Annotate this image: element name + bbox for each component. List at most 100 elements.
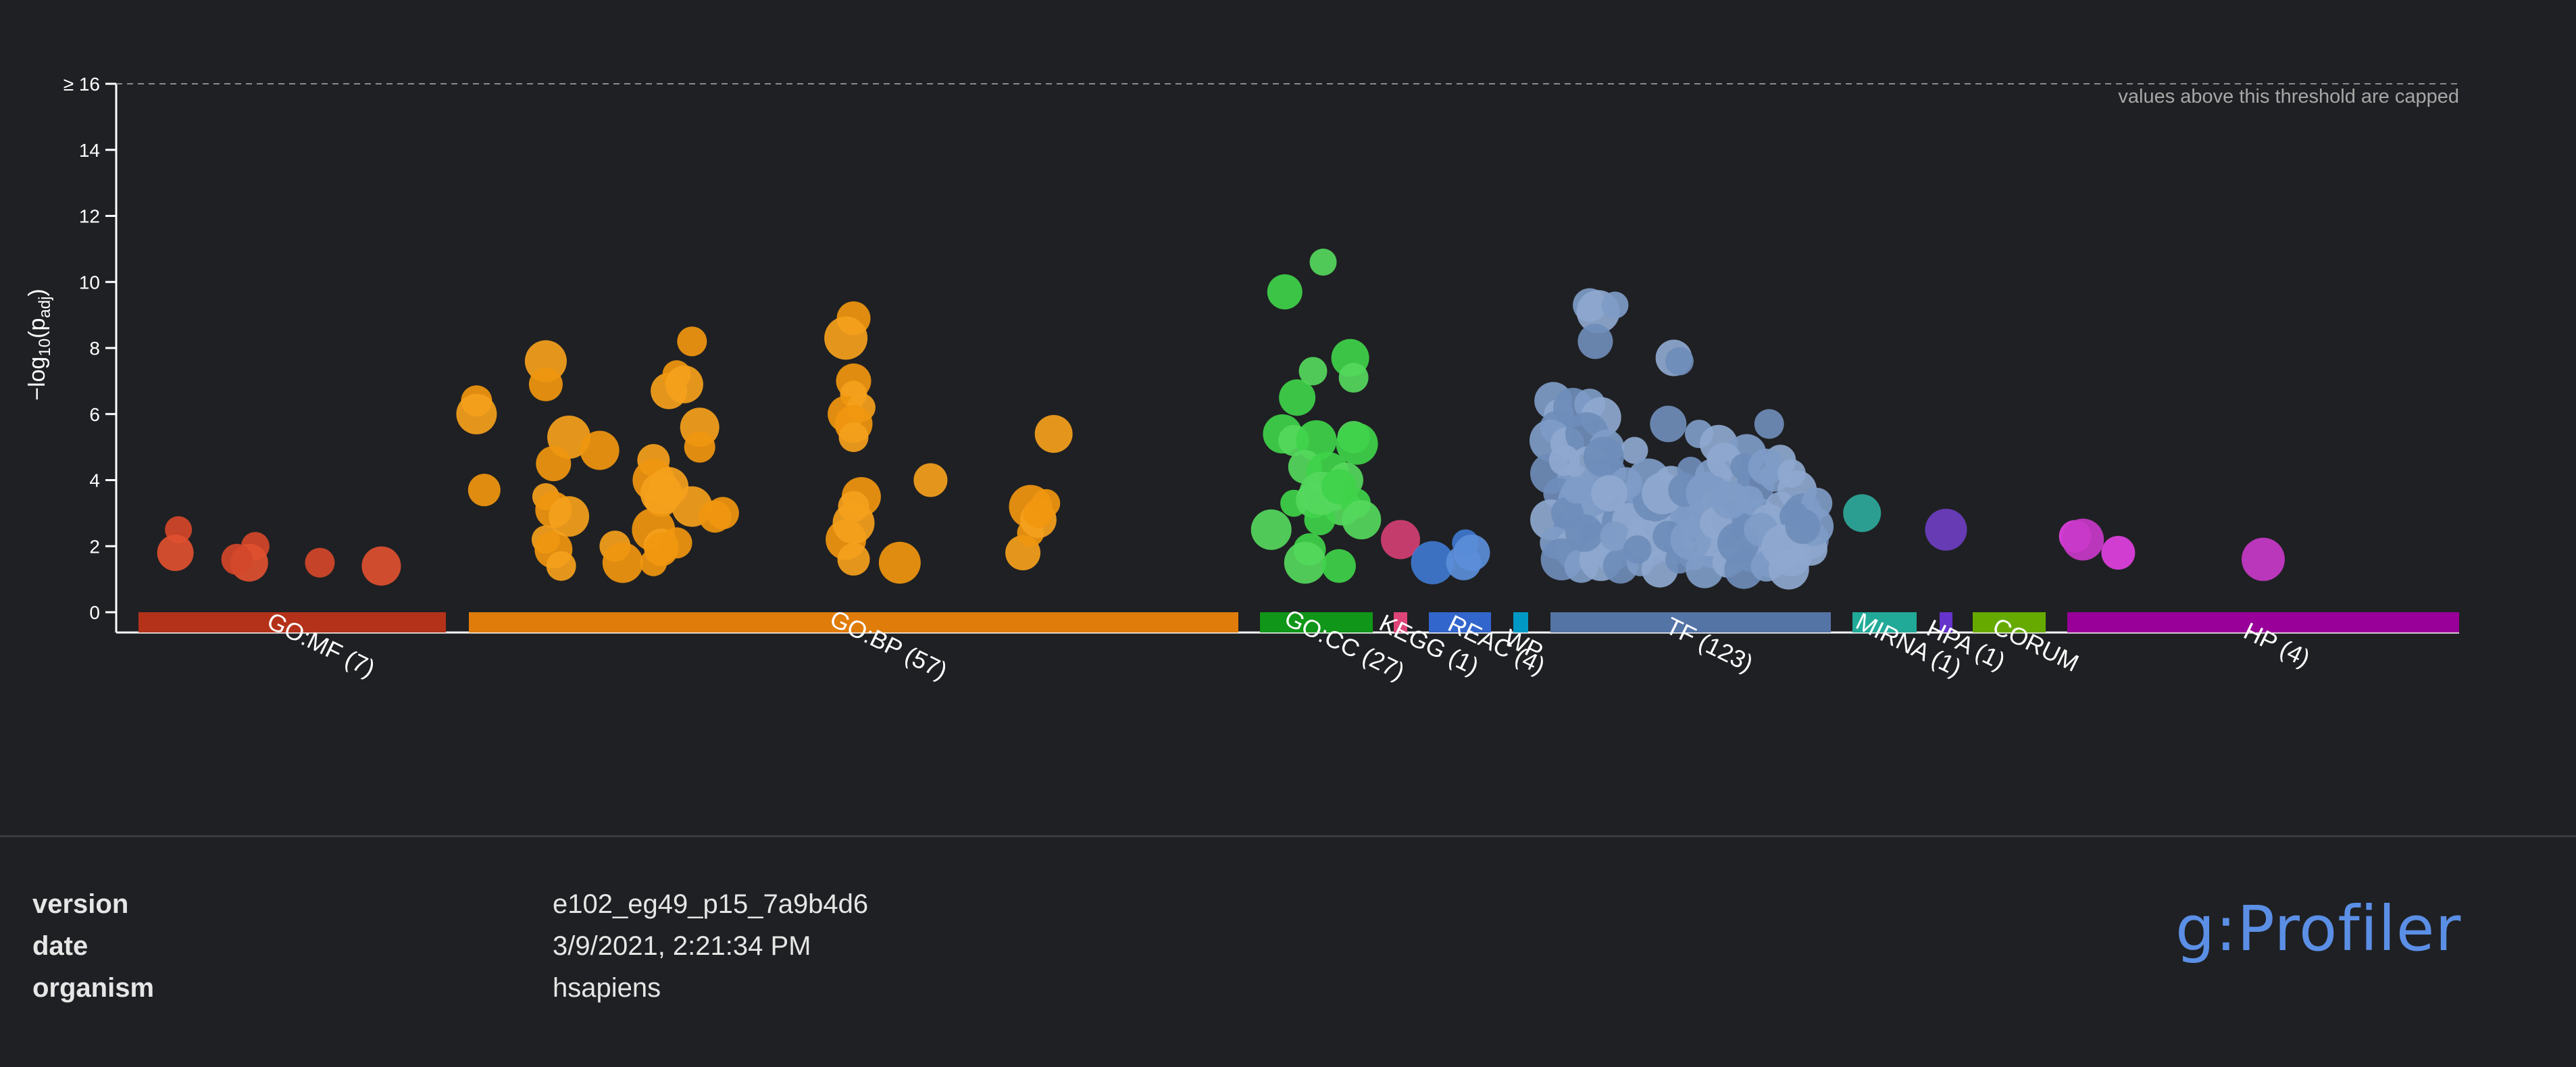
data-point[interactable] (1601, 291, 1629, 319)
data-point[interactable] (1342, 500, 1382, 540)
meta-key-date: date (32, 931, 89, 961)
data-point[interactable] (1600, 521, 1630, 551)
meta-value-date: 3/9/2021, 2:21:34 PM (553, 931, 811, 961)
data-point[interactable] (1785, 508, 1821, 544)
data-point[interactable] (832, 502, 875, 545)
data-point[interactable] (913, 463, 948, 497)
data-point[interactable] (602, 542, 643, 583)
data-point[interactable] (468, 474, 501, 507)
data-point[interactable] (1843, 494, 1882, 532)
threshold-note: values above this threshold are capped (2118, 86, 2459, 107)
y-label-paren-open: (p (24, 318, 50, 339)
data-point[interactable] (1925, 508, 1967, 551)
data-point[interactable] (1565, 514, 1603, 552)
data-point[interactable] (1279, 379, 1316, 416)
y-tick-label: 6 (89, 404, 100, 425)
y-tick-label: 12 (79, 206, 100, 227)
data-point[interactable] (2062, 518, 2104, 561)
data-point[interactable] (665, 365, 703, 403)
footer-info: version e102_eg49_p15_7a9b4d6 date 3/9/2… (0, 835, 2576, 1067)
data-point[interactable] (1023, 498, 1053, 528)
data-point[interactable] (1562, 476, 1590, 504)
data-point[interactable] (1670, 519, 1711, 560)
data-point[interactable] (1284, 541, 1326, 584)
data-point[interactable] (1748, 448, 1785, 485)
data-point[interactable] (536, 446, 572, 482)
data-point[interactable] (824, 316, 868, 360)
data-point[interactable] (1548, 445, 1580, 476)
data-point[interactable] (1309, 248, 1337, 276)
data-point[interactable] (1034, 415, 1073, 453)
source-bar[interactable] (1852, 612, 1917, 632)
data-point[interactable] (361, 546, 401, 586)
y-label-paren-close: ) (24, 289, 50, 296)
y-tick-label: ≥ 16 (64, 74, 100, 95)
source-bar[interactable] (469, 612, 1238, 632)
source-bar[interactable] (1550, 612, 1831, 632)
data-point[interactable] (546, 551, 576, 581)
source-bar[interactable] (1973, 612, 2046, 632)
source-bar[interactable] (1260, 612, 1373, 632)
data-point[interactable] (1338, 362, 1369, 393)
data-point[interactable] (649, 467, 689, 507)
y-axis-label: −log10(padj) (24, 289, 54, 401)
data-point[interactable] (1591, 475, 1628, 512)
data-point[interactable] (1411, 541, 1455, 585)
data-point[interactable] (684, 431, 715, 463)
data-point[interactable] (549, 496, 590, 537)
data-point[interactable] (1267, 274, 1303, 309)
y-tick-label: 10 (79, 272, 100, 293)
data-point[interactable] (1623, 535, 1652, 564)
data-point[interactable] (1650, 405, 1687, 443)
meta-key-organism: organism (32, 973, 155, 1003)
data-point[interactable] (1321, 549, 1356, 583)
data-point[interactable] (1336, 422, 1378, 465)
data-point[interactable] (2101, 536, 2136, 570)
data-point[interactable] (837, 543, 870, 576)
data-point[interactable] (644, 532, 678, 567)
data-point[interactable] (1621, 437, 1648, 464)
data-point[interactable] (1453, 535, 1490, 572)
y-label-sub: 10 (36, 339, 54, 357)
y-tick-label: 8 (89, 338, 100, 359)
data-point[interactable] (1381, 520, 1420, 560)
data-point[interactable] (1711, 480, 1749, 519)
data-point[interactable] (1251, 509, 1292, 550)
meta-key-version: version (32, 889, 129, 919)
data-point[interactable] (1298, 357, 1328, 386)
source-bar[interactable] (1429, 612, 1491, 632)
data-point[interactable] (528, 367, 563, 401)
y-label-main: −log (24, 357, 50, 401)
source-bar[interactable] (1394, 612, 1407, 632)
data-point[interactable] (1583, 437, 1624, 478)
data-point[interactable] (157, 535, 194, 572)
y-tick-label: 0 (89, 602, 100, 623)
data-point[interactable] (1321, 469, 1357, 505)
meta-value-organism: hsapiens (553, 973, 661, 1003)
data-point[interactable] (706, 497, 739, 530)
y-tick-label: 4 (89, 470, 100, 491)
data-points (157, 248, 2285, 590)
gprofiler-logo: g:Profiler (2175, 893, 2462, 965)
data-point[interactable] (677, 326, 707, 357)
y-label-adj: adj (36, 297, 54, 318)
source-bar[interactable] (1940, 612, 1952, 632)
source-bar[interactable] (2067, 612, 2459, 632)
data-point[interactable] (221, 543, 253, 575)
y-tick-label: 14 (79, 140, 100, 161)
data-point[interactable] (2242, 537, 2285, 581)
meta-value-version: e102_eg49_p15_7a9b4d6 (553, 889, 869, 919)
data-point[interactable] (456, 393, 497, 435)
data-point[interactable] (838, 422, 869, 452)
data-point[interactable] (1777, 459, 1806, 488)
source-bar[interactable] (1513, 612, 1528, 632)
data-point[interactable] (580, 430, 620, 470)
data-point[interactable] (1577, 324, 1613, 359)
data-point[interactable] (1665, 347, 1694, 376)
data-point[interactable] (1754, 409, 1784, 439)
data-point[interactable] (305, 547, 335, 578)
source-bar[interactable] (138, 612, 446, 632)
data-point[interactable] (878, 541, 921, 584)
